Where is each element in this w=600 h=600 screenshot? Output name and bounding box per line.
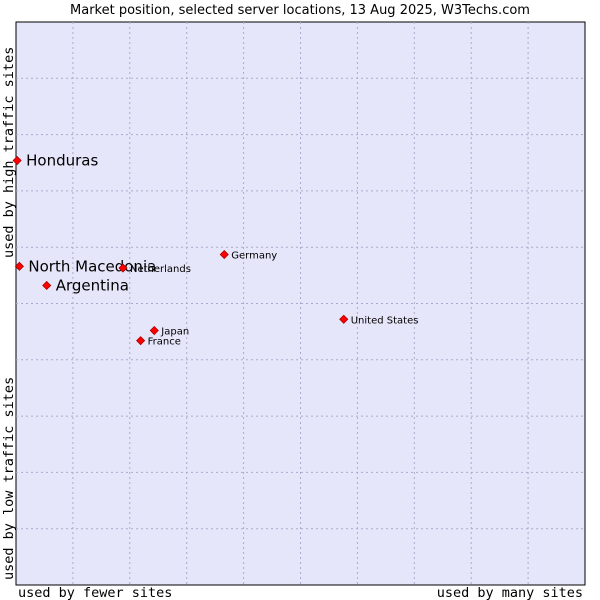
point-marker — [136, 336, 146, 346]
grid-lines — [16, 22, 585, 585]
point-argentina: Argentina — [42, 276, 129, 294]
point-netherlands: Netherlands — [118, 263, 191, 275]
point-marker — [42, 280, 52, 291]
point-united-states: United States — [339, 314, 419, 326]
point-label: Netherlands — [130, 264, 191, 275]
point-label: United States — [351, 315, 419, 326]
point-france: France — [136, 336, 181, 348]
x-axis-label-right: used by many sites — [437, 585, 583, 600]
chart-title: Market position, selected server locatio… — [70, 3, 530, 18]
point-label: Argentina — [56, 276, 129, 294]
point-honduras: Honduras — [12, 151, 98, 169]
point-label: France — [148, 337, 181, 348]
point-marker — [149, 325, 159, 336]
x-axis-label-left: used by fewer sites — [18, 585, 172, 600]
point-marker — [14, 261, 24, 271]
point-label: Germany — [231, 251, 277, 262]
point-marker — [12, 155, 22, 166]
point-marker — [219, 249, 229, 260]
point-germany: Germany — [219, 249, 277, 262]
point-marker — [118, 263, 128, 273]
y-axis-label-top: used by high traffic sites — [1, 47, 17, 258]
point-japan: Japan — [149, 325, 189, 338]
y-axis-label-bottom: used by low traffic sites — [1, 377, 17, 580]
point-label: Japan — [160, 327, 189, 338]
point-marker — [339, 314, 349, 324]
point-label: Honduras — [26, 151, 98, 169]
